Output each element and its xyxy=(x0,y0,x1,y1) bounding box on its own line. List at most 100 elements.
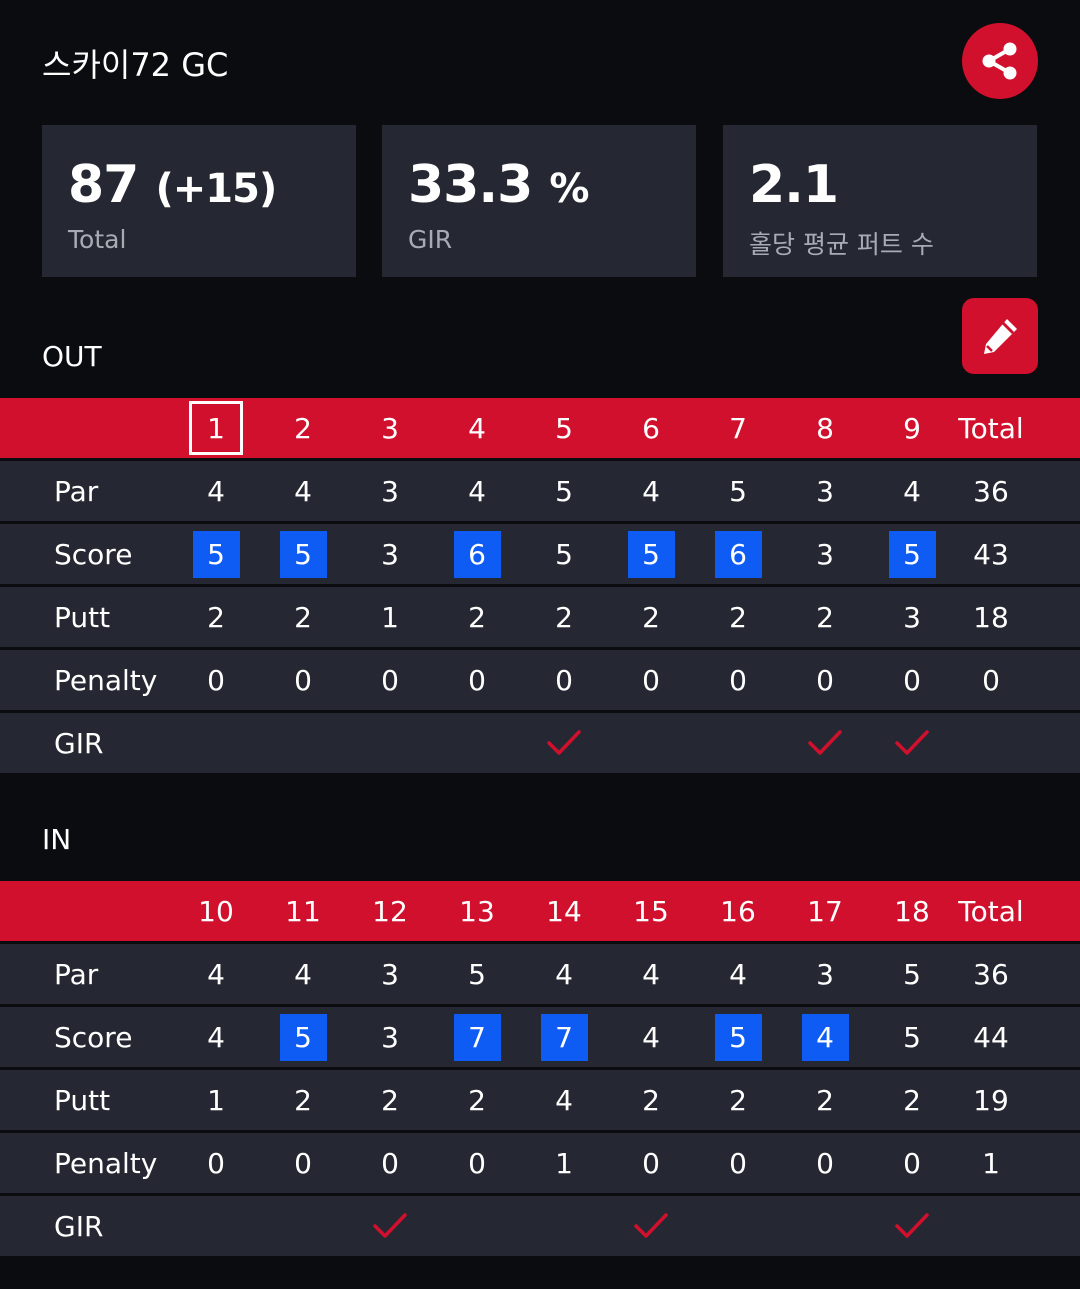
hole-number[interactable]: 13 xyxy=(437,881,517,941)
gir-cell xyxy=(350,1196,430,1256)
par-cell: 4 xyxy=(294,474,312,508)
share-button[interactable] xyxy=(962,23,1038,99)
check-icon xyxy=(373,1213,407,1238)
in-header-row: 10 11 12 13 14 15 16 17 18 Total xyxy=(0,881,1080,941)
penalty-cell: 0 xyxy=(207,1146,225,1180)
gir-cell xyxy=(698,713,778,773)
par-cell: 4 xyxy=(468,474,486,508)
hole-number[interactable]: 17 xyxy=(785,881,865,941)
in-scorecard: 10 11 12 13 14 15 16 17 18 Total Par 4 4 3 5 4 4 4 3 5 36 Sco… xyxy=(0,881,1080,1259)
check-icon xyxy=(808,730,842,755)
gir-cell xyxy=(785,713,865,773)
par-cell: 3 xyxy=(816,474,834,508)
over-par-badge: 5 xyxy=(279,530,327,578)
par-cell: 4 xyxy=(642,957,660,991)
hole-number[interactable]: 6 xyxy=(611,398,691,458)
putt-cell: 2 xyxy=(468,1083,486,1117)
hole-number[interactable]: 16 xyxy=(698,881,778,941)
penalty-cell: 0 xyxy=(903,663,921,697)
row-label: Par xyxy=(54,957,99,991)
putt-cell: 1 xyxy=(381,600,399,634)
putt-cell: 3 xyxy=(903,600,921,634)
hole-number[interactable]: 14 xyxy=(524,881,604,941)
gir-cell xyxy=(698,1196,778,1256)
score-total: 44 xyxy=(973,1020,1009,1054)
penalty-cell: 0 xyxy=(555,663,573,697)
gir-cell xyxy=(437,1196,517,1256)
gir-cell xyxy=(176,1196,256,1256)
putt-cell: 4 xyxy=(555,1083,573,1117)
hole-number[interactable]: 9 xyxy=(872,398,952,458)
score-cell: 5 xyxy=(555,537,573,571)
over-par-badge: 7 xyxy=(540,1013,588,1061)
total-to-par: (+15) xyxy=(155,166,277,212)
par-cell: 5 xyxy=(903,957,921,991)
out-scorecard: 1 2 3 4 5 6 7 8 9 Total Par 4 4 3 4 5 4 5 3 4 36 Score 5 5 3 6 5 5 6… xyxy=(0,398,1080,776)
row-label: GIR xyxy=(54,1209,104,1243)
hole-number[interactable]: 4 xyxy=(437,398,517,458)
score-cell: 4 xyxy=(642,1020,660,1054)
par-cell: 4 xyxy=(207,474,225,508)
score-cell: 5 xyxy=(263,1007,343,1067)
row-label: GIR xyxy=(54,726,104,760)
par-cell: 3 xyxy=(816,957,834,991)
over-par-badge: 6 xyxy=(453,530,501,578)
hole-number[interactable]: 15 xyxy=(611,881,691,941)
score-total: 43 xyxy=(973,537,1009,571)
gir-value: 33.3 % xyxy=(408,155,590,215)
check-icon xyxy=(895,730,929,755)
par-cell: 5 xyxy=(729,474,747,508)
penalty-cell: 0 xyxy=(468,663,486,697)
penalty-cell: 0 xyxy=(294,663,312,697)
gir-cell xyxy=(263,713,343,773)
hole-number-label: 8 xyxy=(816,411,834,445)
gir-unit: % xyxy=(549,166,589,212)
hole-number[interactable]: 2 xyxy=(263,398,343,458)
out-header-row: 1 2 3 4 5 6 7 8 9 Total xyxy=(0,398,1080,458)
hole-number[interactable]: 11 xyxy=(263,881,343,941)
hole-number-label: 6 xyxy=(642,411,660,445)
penalty-total: 1 xyxy=(982,1146,1000,1180)
score-cell: 4 xyxy=(207,1020,225,1054)
gir-card: 33.3 % GIR xyxy=(382,125,696,277)
score-cell: 3 xyxy=(381,537,399,571)
putt-cell: 2 xyxy=(816,600,834,634)
hole-number[interactable]: 7 xyxy=(698,398,778,458)
hole-number-label: 15 xyxy=(633,894,669,928)
putt-total: 18 xyxy=(973,600,1009,634)
row-label: Penalty xyxy=(54,1146,158,1180)
penalty-cell: 0 xyxy=(207,663,225,697)
check-icon xyxy=(634,1213,668,1238)
putts-value: 2.1 xyxy=(749,155,839,215)
gir-cell xyxy=(872,1196,952,1256)
hole-number[interactable]: 10 xyxy=(176,881,256,941)
edit-button[interactable] xyxy=(962,298,1038,374)
hole-number[interactable]: 18 xyxy=(872,881,952,941)
score-cell: 5 xyxy=(611,524,691,584)
hole-number[interactable]: 12 xyxy=(350,881,430,941)
hole-number[interactable]: 5 xyxy=(524,398,604,458)
over-par-badge: 4 xyxy=(801,1013,849,1061)
hole-number[interactable]: 1 xyxy=(176,398,256,458)
penalty-cell: 0 xyxy=(381,1146,399,1180)
hole-number[interactable]: 3 xyxy=(350,398,430,458)
penalty-cell: 0 xyxy=(642,663,660,697)
gir-cell xyxy=(263,1196,343,1256)
hole-number-label: 11 xyxy=(285,894,321,928)
hole-number-label: 14 xyxy=(546,894,582,928)
over-par-badge: 5 xyxy=(627,530,675,578)
par-cell: 3 xyxy=(381,474,399,508)
par-cell: 4 xyxy=(294,957,312,991)
gir-cell xyxy=(524,1196,604,1256)
score-cell: 3 xyxy=(381,1020,399,1054)
hole-number[interactable]: 8 xyxy=(785,398,865,458)
gir-label: GIR xyxy=(408,225,453,254)
total-score-value: 87 (+15) xyxy=(68,155,277,215)
penalty-cell: 0 xyxy=(816,1146,834,1180)
gir-cell xyxy=(785,1196,865,1256)
putt-cell: 2 xyxy=(381,1083,399,1117)
over-par-badge: 7 xyxy=(453,1013,501,1061)
out-penalty-row: Penalty 0 0 0 0 0 0 0 0 0 0 xyxy=(0,650,1080,710)
out-section-label: OUT xyxy=(42,340,102,373)
over-par-badge: 5 xyxy=(279,1013,327,1061)
